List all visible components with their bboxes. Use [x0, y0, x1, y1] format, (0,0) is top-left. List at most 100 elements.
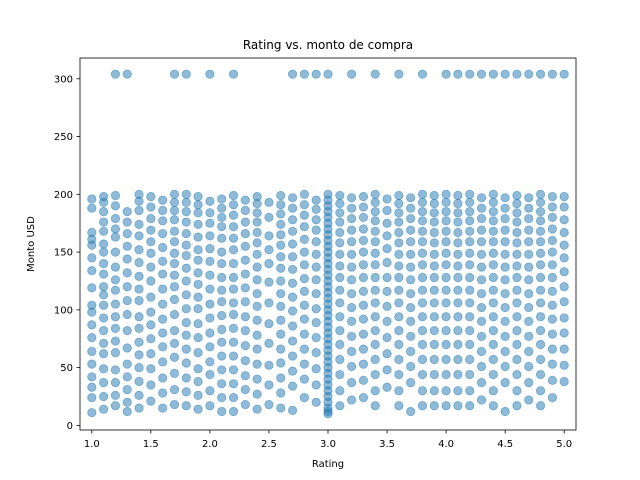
data-point	[264, 338, 274, 348]
data-point	[146, 364, 156, 374]
data-point	[99, 338, 109, 348]
data-point	[87, 393, 97, 403]
data-point	[287, 351, 298, 361]
data-point	[417, 248, 428, 258]
y-tick-label: 250	[54, 132, 73, 143]
data-point	[524, 395, 534, 405]
data-point	[193, 219, 203, 229]
data-point	[181, 189, 191, 199]
data-point	[441, 260, 451, 270]
data-point	[370, 312, 380, 322]
data-point	[512, 369, 522, 380]
data-point	[500, 225, 510, 235]
data-point	[252, 227, 262, 238]
data-point	[299, 374, 309, 384]
data-point	[465, 326, 475, 336]
data-point	[500, 378, 510, 388]
data-point	[382, 272, 392, 283]
data-point	[559, 267, 569, 277]
y-tick-label: 50	[60, 363, 73, 374]
data-point	[276, 230, 286, 240]
data-point	[146, 276, 156, 286]
data-point	[394, 401, 404, 411]
data-point	[476, 262, 487, 272]
data-point	[429, 339, 439, 350]
y-axis-label: Monto USD	[26, 216, 37, 272]
data-point	[181, 197, 191, 208]
data-point	[512, 386, 522, 396]
data-point	[524, 69, 534, 79]
data-point	[158, 242, 168, 253]
data-point	[347, 395, 357, 405]
data-point	[406, 406, 416, 417]
data-point	[535, 248, 546, 258]
data-point	[217, 393, 227, 403]
data-point	[276, 252, 286, 262]
data-point	[476, 395, 487, 405]
data-point	[488, 326, 498, 336]
data-point	[535, 272, 546, 283]
data-point	[87, 283, 97, 293]
data-point	[488, 197, 498, 208]
x-axis-ticks: 1.0 1.5 2.0 2.5 3.0 3.5 4.0 4.5 5.0	[84, 430, 572, 450]
data-point	[547, 247, 557, 257]
data-point	[193, 319, 203, 329]
data-point	[547, 300, 557, 310]
data-point	[205, 270, 215, 280]
data-point	[524, 331, 534, 342]
data-point	[110, 285, 121, 295]
data-point	[441, 386, 451, 396]
data-point	[228, 323, 239, 333]
data-point	[146, 225, 156, 235]
data-point	[87, 253, 97, 263]
data-point	[311, 225, 321, 235]
data-point	[535, 189, 546, 199]
data-point	[158, 229, 168, 239]
data-point	[99, 404, 109, 414]
data-point	[488, 69, 498, 79]
data-point	[547, 375, 557, 385]
data-point	[240, 384, 250, 395]
data-point	[110, 262, 121, 272]
data-point	[394, 249, 404, 259]
data-point	[512, 272, 522, 283]
data-point	[323, 409, 333, 419]
data-point	[358, 247, 369, 257]
data-point	[122, 69, 132, 79]
data-point	[276, 403, 286, 413]
data-point	[547, 212, 557, 223]
data-point	[358, 202, 369, 212]
x-tick-label: 5.0	[556, 439, 572, 450]
data-point	[193, 208, 203, 218]
data-point	[134, 337, 144, 347]
data-point	[169, 282, 180, 292]
data-point	[500, 262, 510, 272]
data-point	[228, 200, 239, 210]
data-point	[110, 312, 121, 322]
data-point	[429, 249, 439, 259]
data-point	[547, 359, 557, 369]
data-point	[500, 69, 510, 79]
data-point	[169, 294, 180, 305]
data-point	[524, 275, 534, 285]
data-point	[358, 235, 369, 246]
data-point	[500, 213, 510, 224]
data-point	[465, 237, 475, 247]
data-point	[193, 200, 203, 210]
data-point	[524, 213, 534, 224]
data-point	[205, 401, 215, 411]
data-point	[476, 213, 487, 224]
data-point	[358, 192, 369, 202]
data-point	[358, 212, 369, 223]
data-point	[441, 207, 451, 217]
data-point	[335, 261, 345, 271]
data-point	[99, 197, 109, 208]
data-point	[406, 346, 416, 357]
data-point	[264, 298, 274, 308]
x-tick-label: 3.5	[379, 439, 395, 450]
data-point	[394, 69, 404, 79]
data-point	[417, 226, 428, 236]
data-point	[347, 69, 357, 79]
data-point	[535, 237, 546, 247]
data-point	[134, 296, 144, 306]
